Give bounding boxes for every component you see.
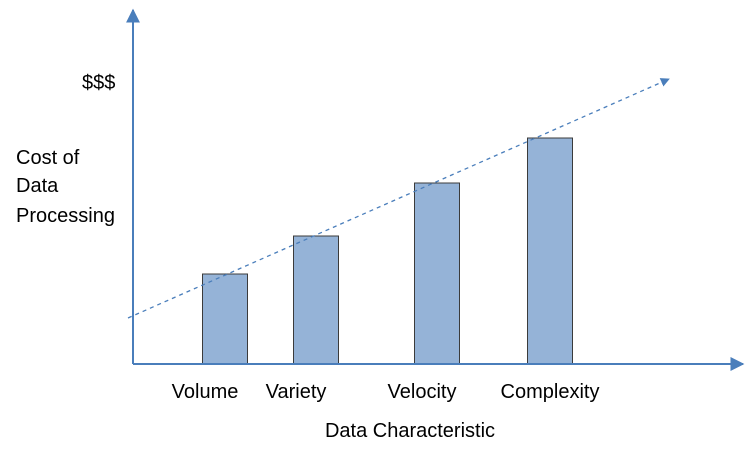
x-axis-label: Data Characteristic [325,420,495,442]
bars [202,137,573,365]
y-axis-label-line-1: Cost of [16,147,80,169]
bar-velocity [414,182,460,365]
y-marker-label: $$$ [82,72,115,94]
bar-volume [202,273,248,365]
bar-complexity [527,137,573,365]
x-tick-variety: Variety [266,381,327,403]
y-axis-label-line-2: Data [16,175,59,197]
x-tick-volume: Volume [172,381,239,403]
trend-line [127,78,670,319]
bar-variety [293,235,339,365]
x-tick-complexity: Complexity [501,381,600,403]
x-tick-velocity: Velocity [388,381,457,403]
x-tick-labels: Volume Variety Velocity Complexity [172,381,600,403]
y-axis-label-line-3: Processing [16,205,115,227]
